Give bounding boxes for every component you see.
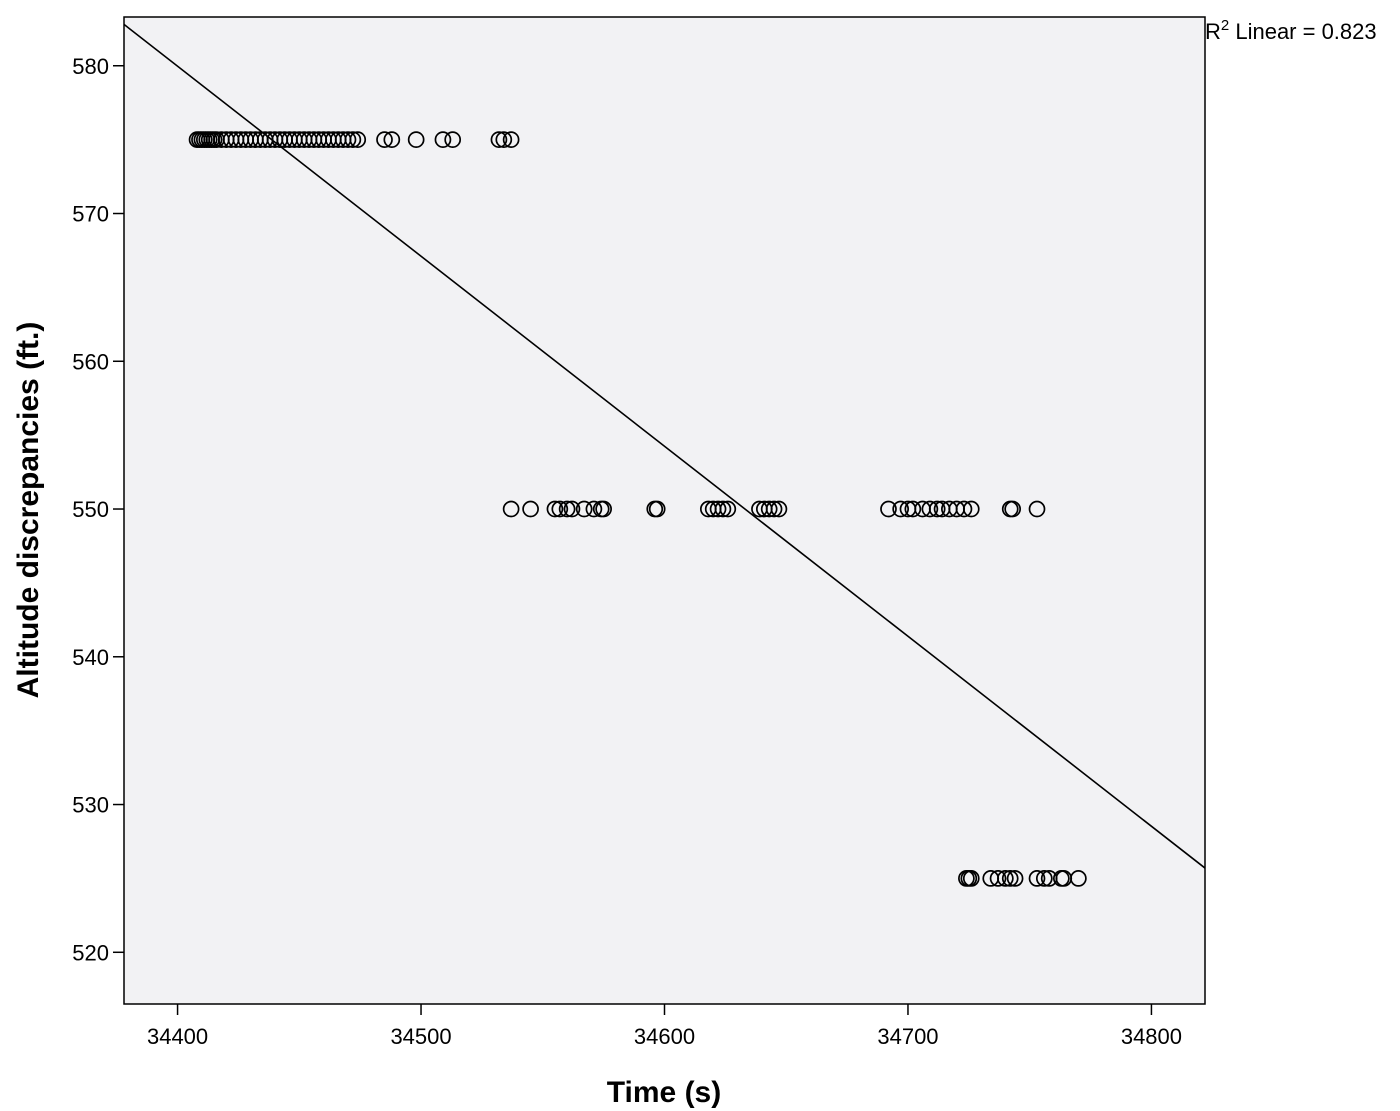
- x-axis-title: Time (s): [607, 1076, 721, 1109]
- y-tick-label: 530: [72, 793, 109, 818]
- data-point: [585, 500, 603, 518]
- data-point: [434, 131, 452, 148]
- data-points: [188, 131, 1087, 887]
- y-tick-label: 560: [72, 349, 109, 374]
- data-point: [349, 131, 367, 148]
- data-point: [880, 500, 897, 518]
- data-point: [339, 131, 357, 148]
- y-tick-label: 570: [72, 202, 109, 227]
- data-point: [955, 500, 973, 518]
- x-tick-label: 34600: [634, 1024, 695, 1049]
- data-point: [709, 500, 727, 518]
- r-squared-prefix: R: [1205, 19, 1221, 44]
- data-point: [760, 500, 778, 518]
- x-tick-label: 34700: [877, 1024, 938, 1049]
- data-point: [765, 500, 783, 518]
- y-tick-label: 550: [72, 497, 109, 522]
- data-point: [344, 131, 362, 148]
- data-point: [495, 131, 513, 148]
- y-axis-title: Altitude discrepancies (ft.): [12, 322, 45, 699]
- data-point: [928, 500, 946, 518]
- data-point: [770, 500, 788, 518]
- data-point: [921, 500, 939, 518]
- data-point: [502, 131, 520, 148]
- data-point: [546, 500, 564, 518]
- data-point: [595, 500, 612, 518]
- data-point: [962, 870, 980, 887]
- y-axis: 520 530 540 550 560 570 580: [72, 54, 124, 965]
- data-point: [1070, 870, 1087, 887]
- data-point: [989, 870, 1007, 887]
- data-point: [962, 500, 980, 518]
- data-point: [558, 500, 576, 518]
- data-point: [376, 131, 393, 148]
- data-point: [719, 500, 737, 518]
- r-squared-annotation: R2 Linear = 0.823: [1205, 17, 1377, 44]
- r-squared-superscript: 2: [1221, 17, 1229, 34]
- x-tick-label: 34800: [1121, 1024, 1182, 1049]
- data-point: [575, 500, 593, 518]
- data-point: [1028, 500, 1046, 518]
- data-point: [714, 500, 732, 518]
- x-axis: 34400 34500 34600 34700 34800: [147, 1004, 1182, 1049]
- data-point: [1004, 500, 1022, 518]
- data-point: [551, 500, 569, 518]
- r-squared-text: Linear = 0.823: [1229, 19, 1376, 44]
- y-tick-label: 540: [72, 645, 109, 670]
- x-tick-label: 34500: [390, 1024, 451, 1049]
- data-point: [522, 500, 539, 518]
- data-point: [407, 131, 425, 148]
- regression-line: [123, 23, 1206, 869]
- data-point: [490, 131, 508, 148]
- x-tick-label: 34400: [147, 1024, 208, 1049]
- data-point: [997, 870, 1014, 887]
- data-point: [383, 131, 401, 148]
- data-point: [1006, 870, 1024, 887]
- data-point: [904, 500, 922, 518]
- data-point: [444, 131, 462, 148]
- data-point: [648, 500, 666, 518]
- data-point: [1035, 870, 1053, 887]
- data-point: [892, 500, 910, 518]
- data-point: [563, 500, 581, 518]
- data-point: [502, 500, 520, 518]
- y-tick-label: 580: [72, 54, 109, 79]
- data-point: [1001, 870, 1019, 887]
- y-tick-label: 520: [72, 940, 109, 965]
- data-point: [1028, 870, 1046, 887]
